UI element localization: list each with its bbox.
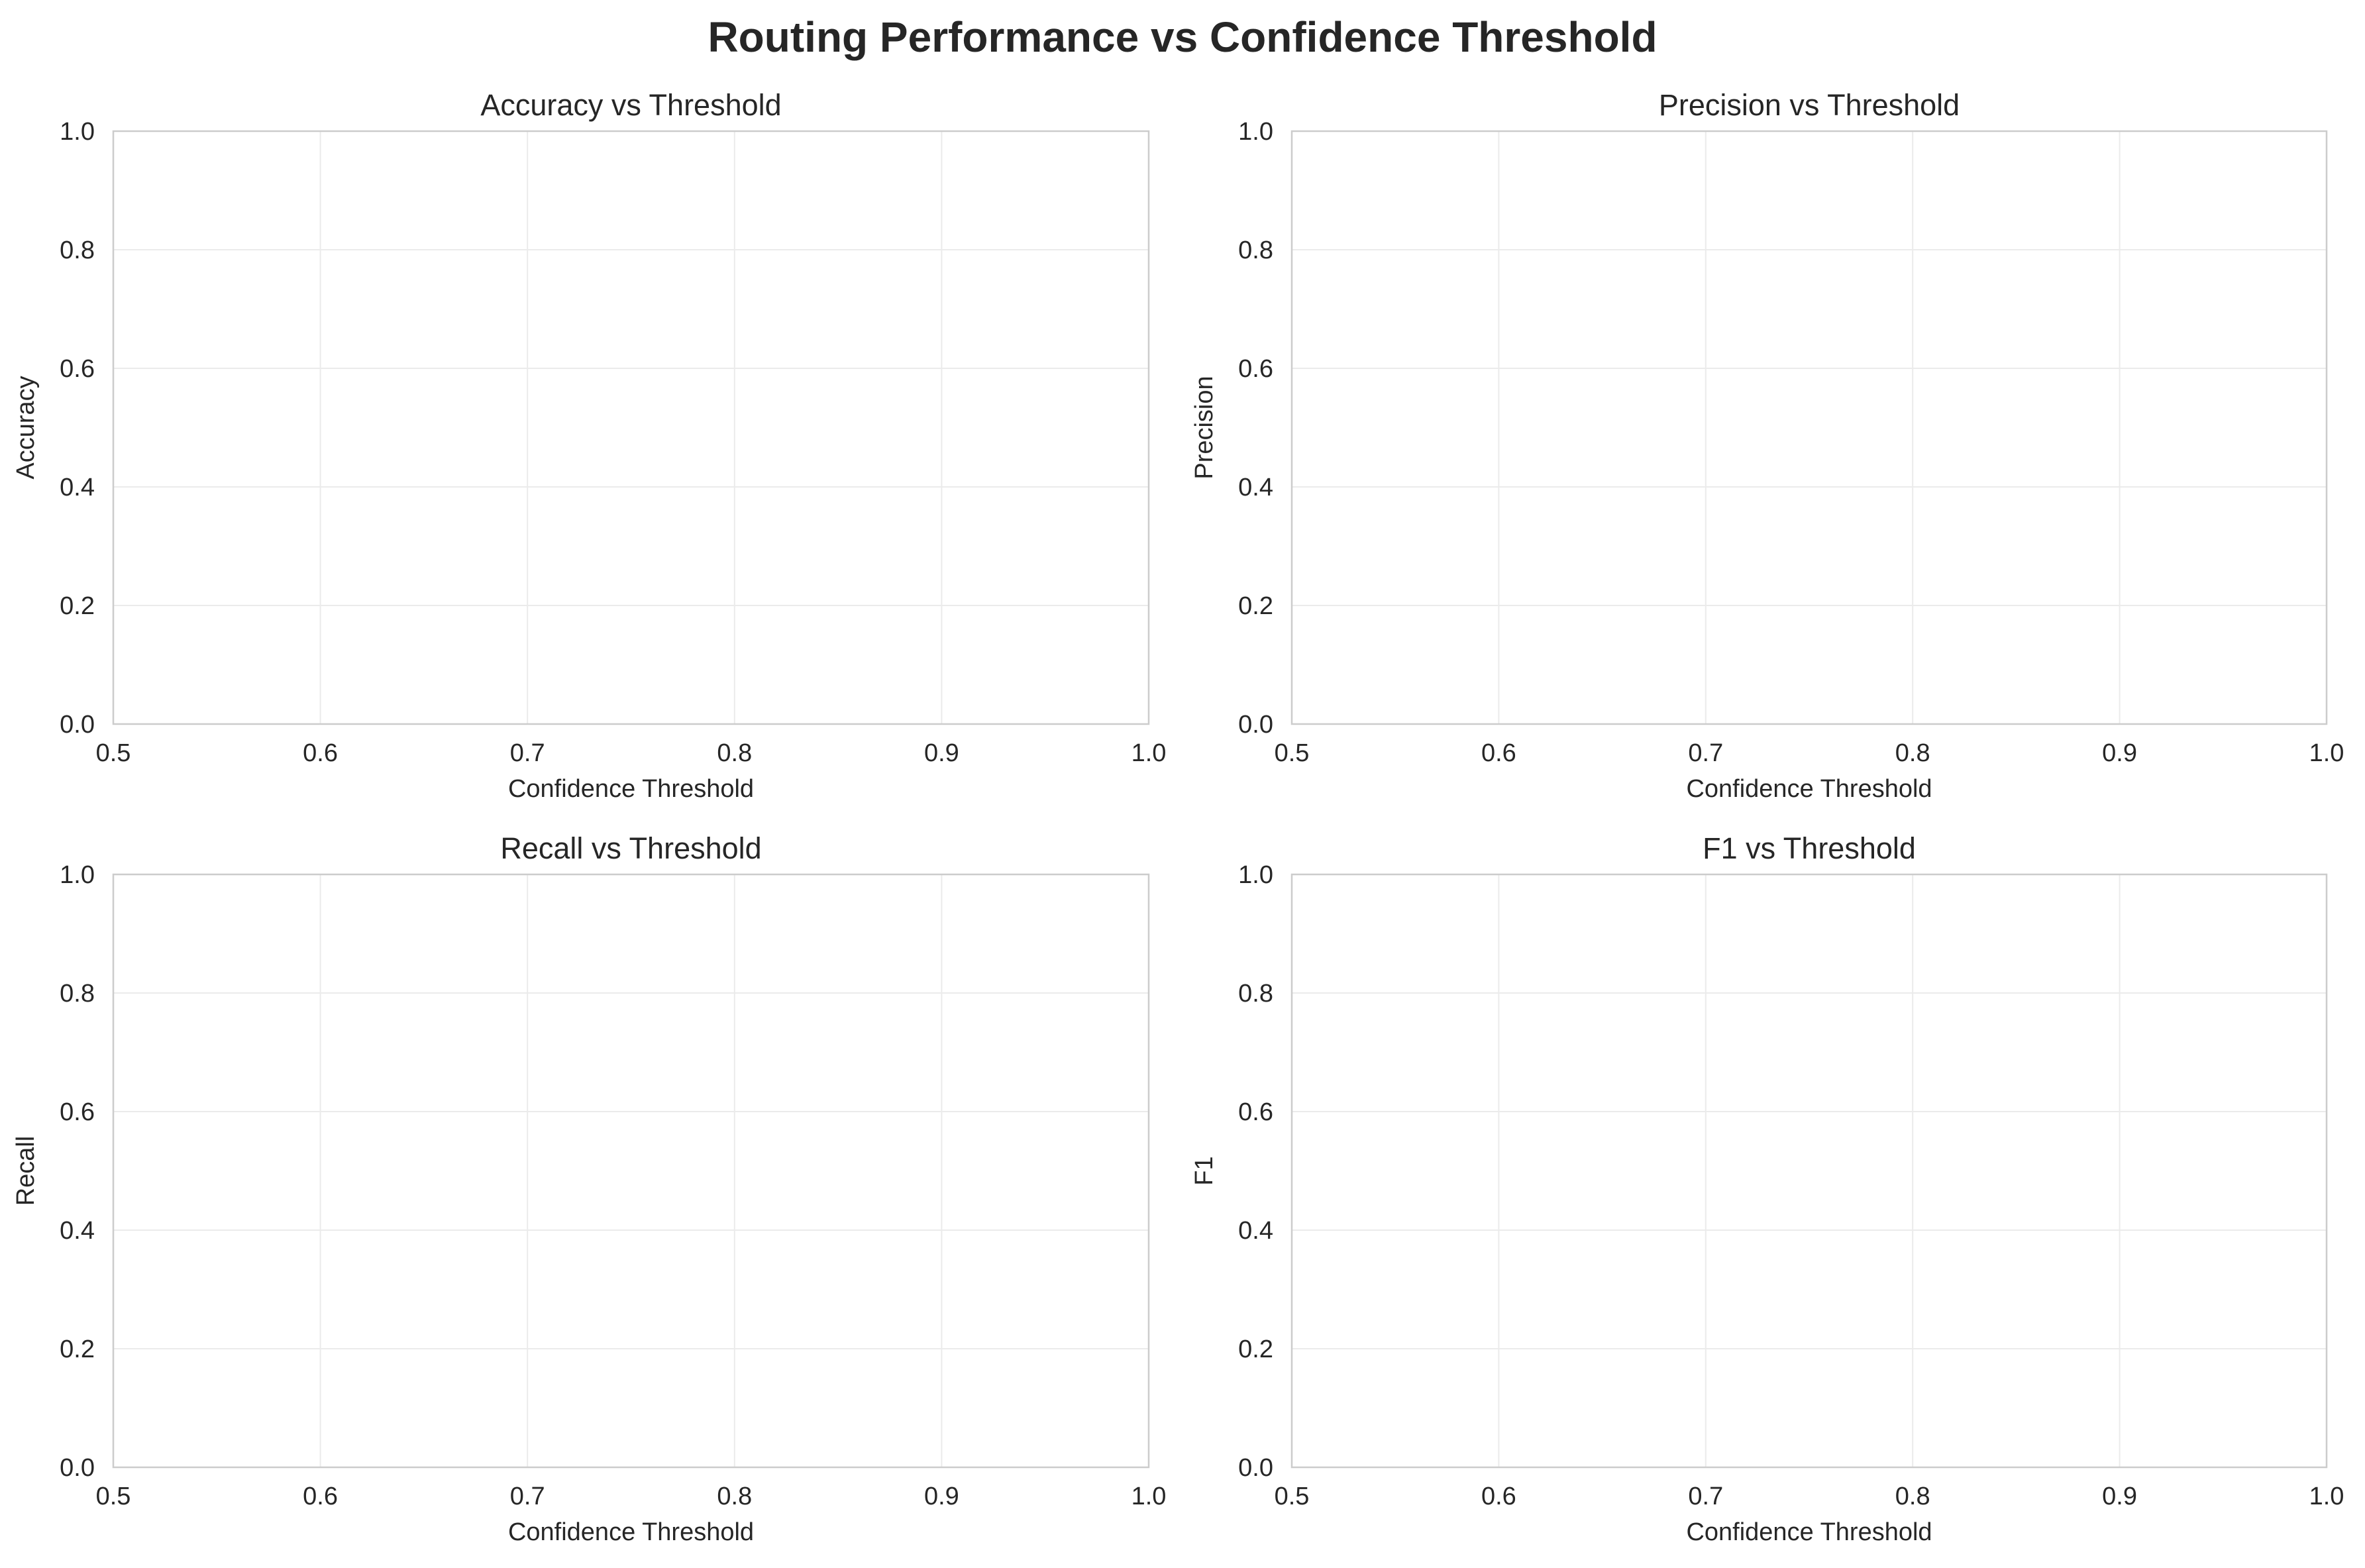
x-tick-label: 0.9 <box>924 1483 959 1510</box>
x-tick-label: 1.0 <box>1131 739 1167 767</box>
x-tick-label: 0.9 <box>924 739 959 767</box>
x-tick-label: 0.7 <box>1688 739 1723 767</box>
y-tick-label: 0.2 <box>60 592 95 620</box>
subplot-title: Precision vs Threshold <box>1659 88 1960 122</box>
x-tick-label: 0.8 <box>1895 1483 1930 1510</box>
y-tick-label: 0.6 <box>1238 1098 1273 1126</box>
subplot-title: Recall vs Threshold <box>500 831 761 865</box>
subplot-title: F1 vs Threshold <box>1703 831 1916 865</box>
x-tick-label: 0.8 <box>1895 739 1930 767</box>
y-axis-label: F1 <box>1190 1156 1218 1185</box>
x-tick-label: 0.6 <box>303 1483 338 1510</box>
y-tick-label: 0.8 <box>60 236 95 264</box>
y-tick-label: 1.0 <box>1238 118 1273 146</box>
y-tick-label: 0.6 <box>60 1098 95 1126</box>
y-tick-label: 0.6 <box>60 355 95 383</box>
x-axis-label: Confidence Threshold <box>508 775 754 803</box>
x-tick-label: 0.7 <box>510 739 545 767</box>
y-tick-label: 0.6 <box>1238 355 1273 383</box>
y-axis-label: Recall <box>12 1136 40 1206</box>
y-tick-label: 0.4 <box>60 474 95 501</box>
x-tick-label: 0.8 <box>717 739 752 767</box>
y-tick-label: 0.8 <box>1238 236 1273 264</box>
y-tick-label: 1.0 <box>60 118 95 146</box>
x-tick-label: 0.7 <box>510 1483 545 1510</box>
subplot-3: 0.5 0.6 0.7 0.8 0.9 1.0 0.0 0.2 0.4 0.6 0.8 1.0 Reca… <box>12 831 1166 1546</box>
y-tick-label: 0.2 <box>1238 1335 1273 1363</box>
x-tick-label: 0.6 <box>303 739 338 767</box>
x-tick-label: 0.5 <box>96 1483 131 1510</box>
subplot-2: 0.5 0.6 0.7 0.8 0.9 1.0 0.0 0.2 0.4 0.6 0.8 1.0 Prec… <box>1190 88 2344 803</box>
x-tick-label: 0.6 <box>1481 739 1516 767</box>
x-tick-label: 0.8 <box>717 1483 752 1510</box>
x-tick-label: 0.5 <box>96 739 131 767</box>
y-tick-label: 0.2 <box>1238 592 1273 620</box>
y-tick-label: 0.4 <box>1238 1217 1273 1245</box>
x-axis-label: Confidence Threshold <box>1686 1518 1932 1546</box>
y-tick-label: 1.0 <box>60 861 95 889</box>
plot-area <box>1290 130 2328 725</box>
y-tick-label: 0.8 <box>1238 980 1273 1008</box>
x-tick-label: 1.0 <box>2309 1483 2344 1510</box>
subplot-4: 0.5 0.6 0.7 0.8 0.9 1.0 0.0 0.2 0.4 0.6 0.8 1.0 F1 v… <box>1190 831 2344 1546</box>
y-axis-label: Precision <box>1190 376 1218 479</box>
x-tick-label: 1.0 <box>1131 1483 1167 1510</box>
y-tick-label: 0.0 <box>1238 1454 1273 1482</box>
x-tick-label: 0.7 <box>1688 1483 1723 1510</box>
y-tick-label: 0.8 <box>60 980 95 1008</box>
y-tick-label: 0.4 <box>60 1217 95 1245</box>
x-tick-label: 1.0 <box>2309 739 2344 767</box>
subplot-title: Accuracy vs Threshold <box>480 88 781 122</box>
y-tick-label: 0.0 <box>60 1454 95 1482</box>
x-axis-label: Confidence Threshold <box>1686 775 1932 803</box>
x-tick-label: 0.5 <box>1275 739 1310 767</box>
y-tick-label: 0.2 <box>60 1335 95 1363</box>
x-tick-label: 0.6 <box>1481 1483 1516 1510</box>
y-tick-label: 0.0 <box>1238 711 1273 739</box>
y-tick-label: 0.4 <box>1238 474 1273 501</box>
y-axis-label: Accuracy <box>12 376 40 479</box>
plot-area <box>112 873 1150 1469</box>
subplot-1: 0.5 0.6 0.7 0.8 0.9 1.0 0.0 0.2 0.4 0.6 0.8 1.0 Accu… <box>12 88 1166 803</box>
y-tick-label: 1.0 <box>1238 861 1273 889</box>
x-tick-label: 0.9 <box>2102 1483 2137 1510</box>
x-axis-label: Confidence Threshold <box>508 1518 754 1546</box>
x-tick-label: 0.5 <box>1275 1483 1310 1510</box>
plot-area <box>112 130 1150 725</box>
x-tick-label: 0.9 <box>2102 739 2137 767</box>
figure-title: Routing Performance vs Confidence Thresh… <box>708 13 1657 61</box>
plot-area <box>1290 873 2328 1469</box>
y-tick-label: 0.0 <box>60 711 95 739</box>
